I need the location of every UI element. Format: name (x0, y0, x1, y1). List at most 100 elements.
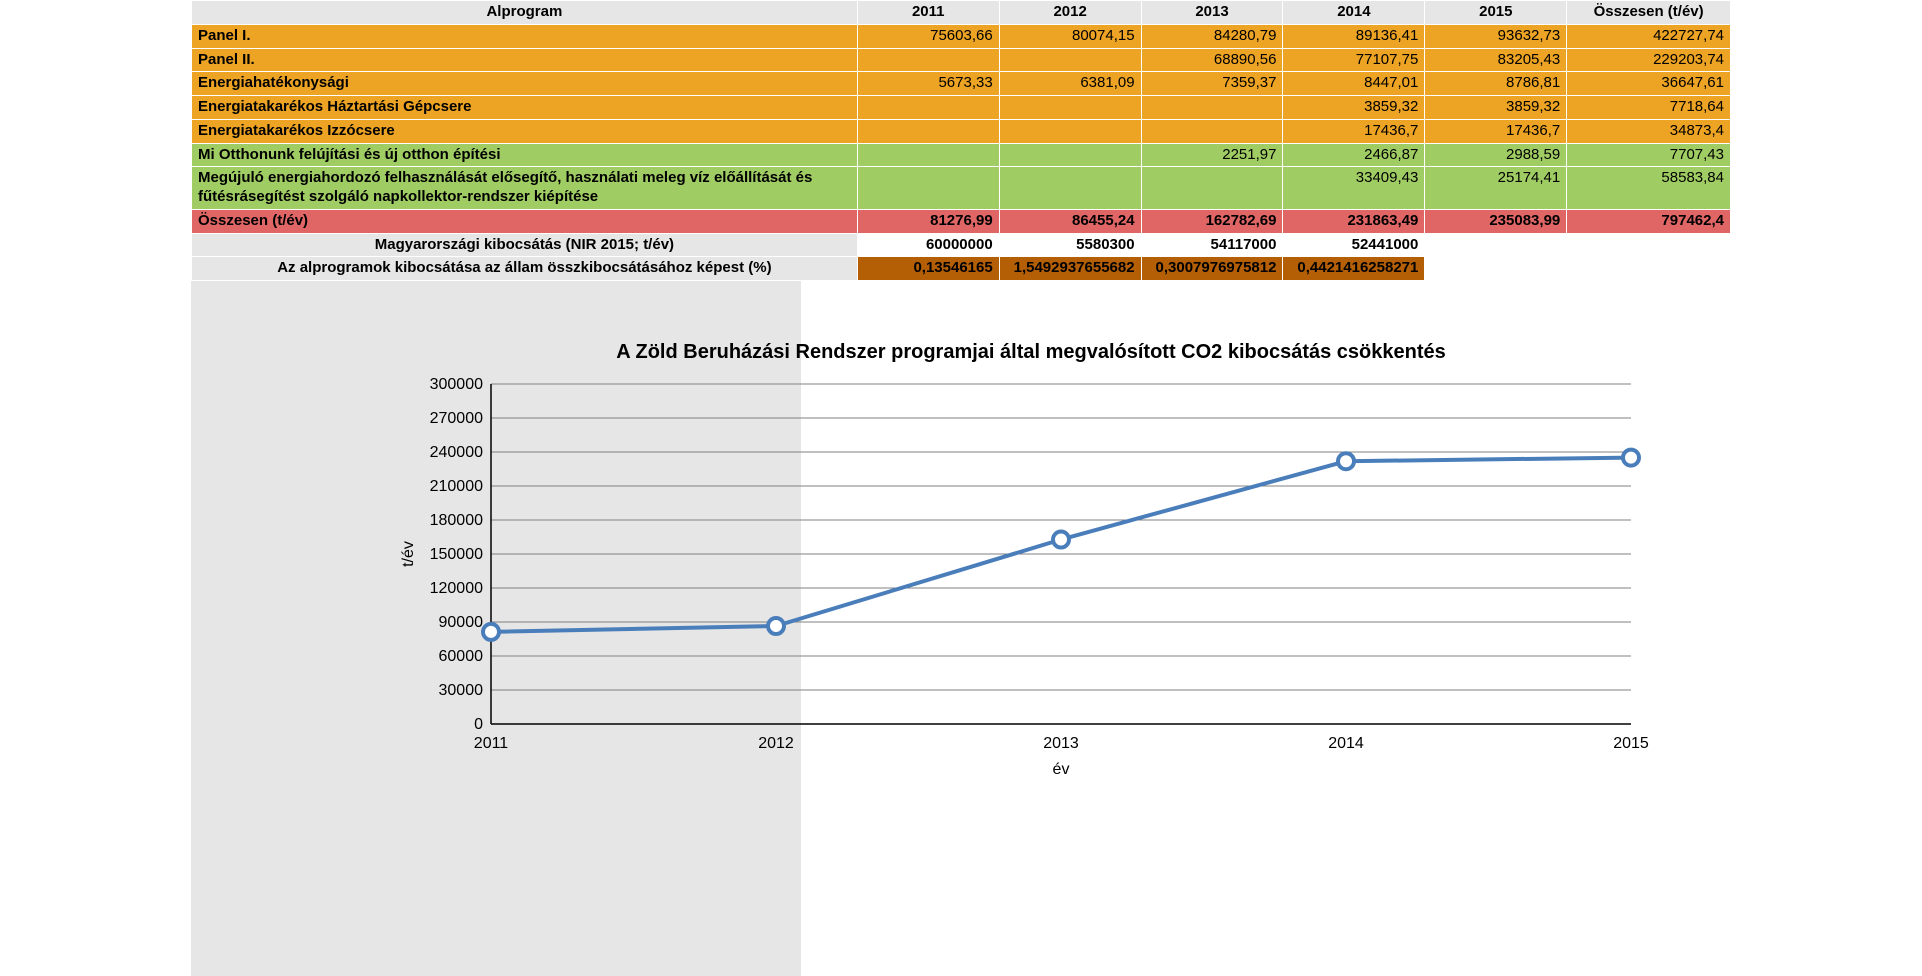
cell: 86455,24 (999, 209, 1141, 233)
header-total: Összesen (t/év) (1567, 1, 1731, 25)
cell: 7359,37 (1141, 72, 1283, 96)
cell (857, 143, 999, 167)
cell: 2466,87 (1283, 143, 1425, 167)
cell (999, 96, 1141, 120)
row-total: 229203,74 (1567, 48, 1731, 72)
table-row: Megújuló energiahordozó felhasználását e… (192, 167, 1731, 210)
cell: 0,4421416258271 (1283, 257, 1425, 281)
svg-text:60000: 60000 (439, 648, 484, 665)
cell: 17436,7 (1425, 119, 1567, 143)
chart-title: A Zöld Beruházási Rendszer programjai ál… (391, 341, 1671, 364)
cell (857, 48, 999, 72)
cell: 89136,41 (1283, 24, 1425, 48)
row-total: 797462,4 (1567, 209, 1731, 233)
table-row: Magyarországi kibocsátás (NIR 2015; t/év… (192, 233, 1731, 257)
cell: 81276,99 (857, 209, 999, 233)
row-label: Energiatakarékos Háztartási Gépcsere (192, 96, 858, 120)
row-label: Energiahatékonysági (192, 72, 858, 96)
cell: 60000000 (857, 233, 999, 257)
cell: 33409,43 (1283, 167, 1425, 210)
svg-text:210000: 210000 (430, 478, 483, 495)
cell (1425, 233, 1567, 257)
cell: 5580300 (999, 233, 1141, 257)
cell: 77107,75 (1283, 48, 1425, 72)
cell (1141, 119, 1283, 143)
row-label: Mi Otthonunk felújítási és új otthon épí… (192, 143, 858, 167)
row-label: Összesen (t/év) (192, 209, 858, 233)
table-row: Energiahatékonysági5673,336381,097359,37… (192, 72, 1731, 96)
table-header-row: Alprogram 2011 2012 2013 2014 2015 Össze… (192, 1, 1731, 25)
row-total: 36647,61 (1567, 72, 1731, 96)
svg-text:270000: 270000 (430, 410, 483, 427)
cell: 8786,81 (1425, 72, 1567, 96)
table-row: Panel II.68890,5677107,7583205,43229203,… (192, 48, 1731, 72)
cell: 3859,32 (1283, 96, 1425, 120)
line-chart: 0300006000090000120000150000180000210000… (391, 374, 1671, 804)
header-year: 2015 (1425, 1, 1567, 25)
cell: 54117000 (1141, 233, 1283, 257)
svg-text:t/év: t/év (400, 541, 417, 567)
cell (857, 96, 999, 120)
cell: 83205,43 (1425, 48, 1567, 72)
cell: 235083,99 (1425, 209, 1567, 233)
cell: 231863,49 (1283, 209, 1425, 233)
cell: 2988,59 (1425, 143, 1567, 167)
cell (999, 48, 1141, 72)
row-label: Panel II. (192, 48, 858, 72)
cell: 1,5492937655682 (999, 257, 1141, 281)
cell: 8447,01 (1283, 72, 1425, 96)
svg-text:2014: 2014 (1328, 735, 1364, 752)
cell: 84280,79 (1141, 24, 1283, 48)
table-row: Panel I.75603,6680074,1584280,7989136,41… (192, 24, 1731, 48)
svg-text:180000: 180000 (430, 512, 483, 529)
header-year: 2013 (1141, 1, 1283, 25)
cell: 93632,73 (1425, 24, 1567, 48)
cell: 162782,69 (1141, 209, 1283, 233)
row-total (1567, 257, 1731, 281)
table-row: Összesen (t/év)81276,9986455,24162782,69… (192, 209, 1731, 233)
svg-text:90000: 90000 (439, 614, 484, 631)
cell: 52441000 (1283, 233, 1425, 257)
svg-text:2011: 2011 (474, 735, 509, 752)
svg-text:2013: 2013 (1043, 735, 1079, 752)
row-total: 7718,64 (1567, 96, 1731, 120)
row-total (1567, 233, 1731, 257)
data-table: Alprogram 2011 2012 2013 2014 2015 Össze… (191, 0, 1731, 281)
cell: 25174,41 (1425, 167, 1567, 210)
row-total: 7707,43 (1567, 143, 1731, 167)
row-label: Magyarországi kibocsátás (NIR 2015; t/év… (192, 233, 858, 257)
row-total: 58583,84 (1567, 167, 1731, 210)
table-row: Energiatakarékos Háztartási Gépcsere 3859… (192, 96, 1731, 120)
cell: 17436,7 (1283, 119, 1425, 143)
svg-text:30000: 30000 (439, 682, 484, 699)
svg-text:év: év (1053, 761, 1070, 778)
header-year: 2011 (857, 1, 999, 25)
row-label: Energiatakarékos Izzócsere (192, 119, 858, 143)
svg-text:2012: 2012 (758, 735, 794, 752)
cell: 5673,33 (857, 72, 999, 96)
cell (857, 119, 999, 143)
cell (1425, 257, 1567, 281)
cell: 0,3007976975812 (1141, 257, 1283, 281)
cell (1141, 167, 1283, 210)
row-label: Panel I. (192, 24, 858, 48)
svg-text:300000: 300000 (430, 376, 483, 393)
cell (999, 119, 1141, 143)
row-total: 34873,4 (1567, 119, 1731, 143)
cell (1141, 96, 1283, 120)
table-row: Energiatakarékos Izzócsere 17436,717436,7… (192, 119, 1731, 143)
row-label: Megújuló energiahordozó felhasználását e… (192, 167, 858, 210)
svg-text:150000: 150000 (430, 546, 483, 563)
cell: 6381,09 (999, 72, 1141, 96)
row-total: 422727,74 (1567, 24, 1731, 48)
cell (999, 143, 1141, 167)
cell: 80074,15 (999, 24, 1141, 48)
table-row: Mi Otthonunk felújítási és új otthon épí… (192, 143, 1731, 167)
cell: 2251,97 (1141, 143, 1283, 167)
header-label: Alprogram (192, 1, 858, 25)
table-row: Az alprogramok kibocsátása az állam össz… (192, 257, 1731, 281)
cell: 0,13546165 (857, 257, 999, 281)
header-year: 2014 (1283, 1, 1425, 25)
cell (857, 167, 999, 210)
cell: 75603,66 (857, 24, 999, 48)
